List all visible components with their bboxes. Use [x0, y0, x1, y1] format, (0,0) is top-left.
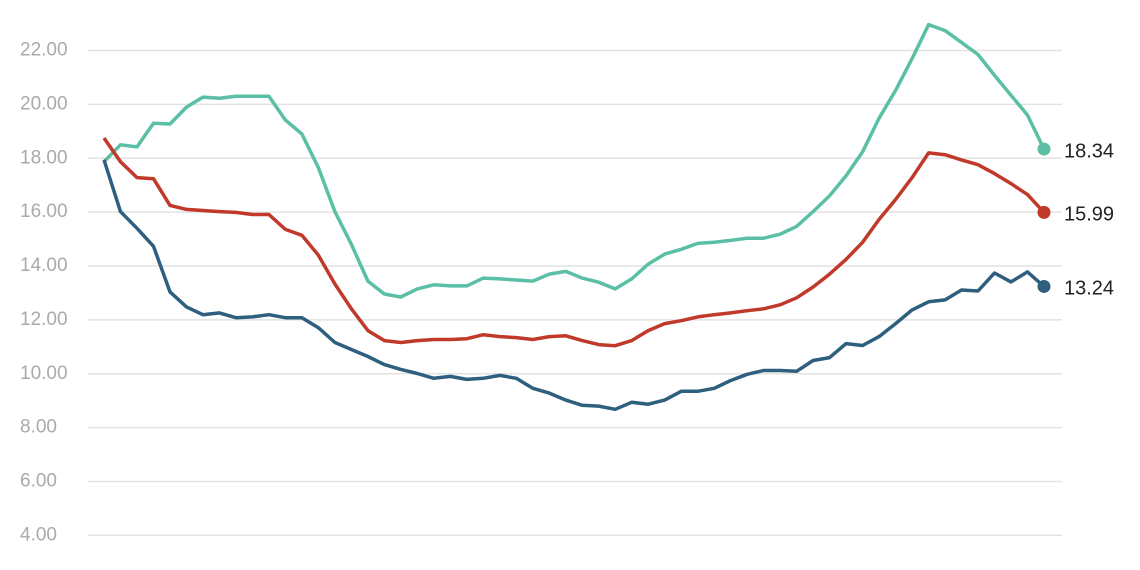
end-point [1037, 279, 1051, 293]
y-tick-label: 20.00 [20, 93, 68, 114]
y-tick-label: 18.00 [20, 147, 68, 168]
y-tick-label: 16.00 [20, 201, 68, 222]
end-label: 13.24 [1064, 278, 1114, 300]
y-tick-label: 6.00 [20, 471, 57, 492]
end-point [1037, 142, 1051, 156]
y-tick-label: 14.00 [20, 255, 68, 276]
y-tick-label: 10.00 [20, 363, 68, 384]
end-label: 18.34 [1064, 140, 1114, 162]
series-line [102, 159, 1046, 412]
y-tick-label: 22.00 [20, 40, 68, 61]
series-line [102, 137, 1046, 348]
end-label: 15.99 [1064, 204, 1114, 226]
series-line [102, 22, 1046, 299]
end-point [1037, 205, 1051, 219]
y-tick-label: 8.00 [20, 417, 57, 438]
y-tick-label: 4.00 [20, 524, 57, 545]
y-tick-label: 12.00 [20, 309, 68, 330]
